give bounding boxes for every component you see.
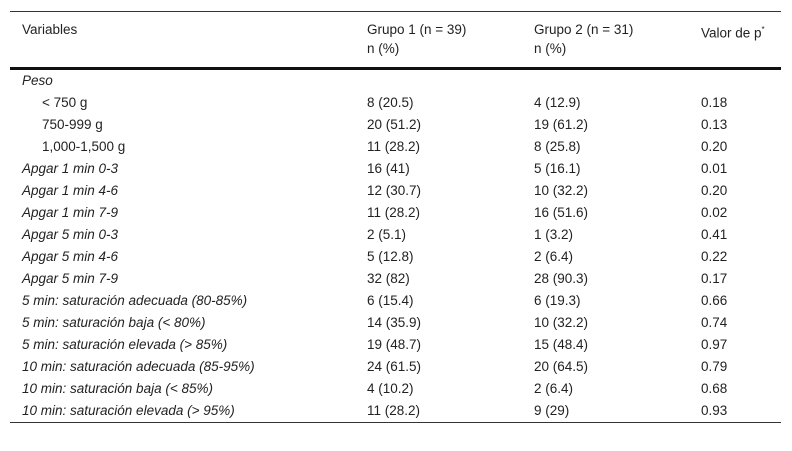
table-row: Apgar 5 min 7-9 32 (82) 28 (90.3) 0.17	[10, 268, 781, 290]
table-row: 5 min: saturación adecuada (80-85%) 6 (15…	[10, 290, 781, 312]
cell-g1: 19 (48.7)	[367, 337, 422, 352]
table-row: 1,000-1,500 g 11 (28.2) 8 (25.8) 0.20	[10, 136, 781, 158]
table-row: 10 min: saturación baja (< 85%) 4 (10.2) 2…	[10, 378, 781, 400]
cell-g2: 2 (6.4)	[534, 381, 574, 396]
cell-p: 0.02	[701, 205, 728, 220]
cell-g2: 19 (61.2)	[534, 117, 589, 132]
cell-g2: 8 (25.8)	[534, 139, 581, 154]
table-row: Apgar 5 min 0-3 2 (5.1) 1 (3.2) 0.41	[10, 224, 781, 246]
cell-p: 0.41	[701, 227, 728, 242]
header-group2: Grupo 2 (n = 31) n (%)	[522, 12, 689, 69]
header-group1-text: Grupo 1 (n = 39)	[367, 22, 467, 37]
cell-g1	[355, 69, 522, 93]
cell-g1: 24 (61.5)	[367, 359, 422, 374]
cell-label: Apgar 5 min 7-9	[22, 271, 119, 286]
table-row: Apgar 1 min 7-9 11 (28.2) 16 (51.6) 0.02	[10, 202, 781, 224]
cell-g2: 9 (29)	[534, 403, 570, 418]
cell-label: 750-999 g	[42, 117, 103, 132]
cell-g1: 11 (28.2)	[367, 403, 421, 418]
cell-label: 1,000-1,500 g	[42, 139, 126, 154]
cell-label: Apgar 5 min 4-6	[22, 249, 119, 264]
table-row: 5 min: saturación elevada (> 85%) 19 (48.…	[10, 334, 781, 356]
cell-p: 0.68	[701, 381, 728, 396]
cell-g1: 11 (28.2)	[367, 139, 421, 154]
cell-g1: 11 (28.2)	[367, 205, 421, 220]
header-group2-sub: n (%)	[534, 41, 567, 56]
cell-label: Apgar 1 min 4-6	[22, 183, 119, 198]
header-variables: Variables	[10, 12, 355, 69]
cell-g1: 4 (10.2)	[367, 381, 414, 396]
table-row: Apgar 1 min 0-3 16 (41) 5 (16.1) 0.01	[10, 158, 781, 180]
cell-label: Apgar 1 min 7-9	[22, 205, 119, 220]
table-row: Apgar 1 min 4-6 12 (30.7) 10 (32.2) 0.20	[10, 180, 781, 202]
cell-g2: 20 (64.5)	[534, 359, 589, 374]
cell-p: 0.17	[701, 271, 728, 286]
cell-label: 10 min: saturación elevada (> 95%)	[22, 403, 235, 418]
header-group1-sub: n (%)	[367, 41, 400, 56]
header-variables-text: Variables	[22, 22, 78, 37]
cell-label: Apgar 5 min 0-3	[22, 227, 119, 242]
cell-g1: 12 (30.7)	[367, 183, 422, 198]
cell-p: 0.66	[701, 293, 728, 308]
cell-label: 5 min: saturación baja (< 80%)	[22, 315, 206, 330]
results-table: Variables Grupo 1 (n = 39) n (%) Grupo 2 …	[10, 11, 781, 423]
table-body: Peso < 750 g 8 (20.5) 4 (12.9) 0.18 750-999 g…	[10, 69, 781, 423]
cell-p: 0.22	[701, 249, 728, 264]
header-pvalue: Valor de p*	[689, 12, 781, 69]
cell-p: 0.20	[701, 183, 728, 198]
cell-g1: 14 (35.9)	[367, 315, 422, 330]
cell-label: Apgar 1 min 0-3	[22, 161, 119, 176]
table-row: Apgar 5 min 4-6 5 (12.8) 2 (6.4) 0.22	[10, 246, 781, 268]
cell-g1: 16 (41)	[367, 161, 410, 176]
cell-g2: 15 (48.4)	[534, 337, 589, 352]
cell-g2: 5 (16.1)	[534, 161, 581, 176]
header-pvalue-footnote: *	[761, 25, 765, 34]
header-row: Variables Grupo 1 (n = 39) n (%) Grupo 2 …	[10, 11, 781, 69]
header-group1: Grupo 1 (n = 39) n (%)	[355, 12, 522, 69]
cell-p: 0.20	[701, 139, 728, 154]
cell-g2: 4 (12.9)	[534, 95, 581, 110]
table-row: 10 min: saturación elevada (> 95%) 11 (28…	[10, 400, 781, 423]
cell-p: 0.01	[701, 161, 728, 176]
cell-p: 0.79	[701, 359, 728, 374]
cell-g1: 8 (20.5)	[367, 95, 414, 110]
table-row: 5 min: saturación baja (< 80%) 14 (35.9) 1…	[10, 312, 781, 334]
cell-p: 0.18	[701, 95, 728, 110]
cell-label: 10 min: saturación adecuada (85-95%)	[22, 359, 255, 374]
cell-g2: 16 (51.6)	[534, 205, 589, 220]
cell-g1: 2 (5.1)	[367, 227, 407, 242]
header-pvalue-text: Valor de p	[701, 25, 762, 41]
table-row: 10 min: saturación adecuada (85-95%) 24 (…	[10, 356, 781, 378]
cell-g2: 1 (3.2)	[534, 227, 574, 242]
cell-g2: 6 (19.3)	[534, 293, 581, 308]
cell-p: 0.93	[701, 403, 728, 418]
cell-g1: 32 (82)	[367, 271, 410, 286]
table-row: < 750 g 8 (20.5) 4 (12.9) 0.18	[10, 92, 781, 114]
table-row: 750-999 g 20 (51.2) 19 (61.2) 0.13	[10, 114, 781, 136]
cell-g2: 2 (6.4)	[534, 249, 574, 264]
table-row: Peso	[10, 69, 781, 93]
cell-p: 0.74	[701, 315, 728, 330]
cell-g2: 10 (32.2)	[534, 315, 589, 330]
cell-g2: 10 (32.2)	[534, 183, 589, 198]
cell-g1: 6 (15.4)	[367, 293, 414, 308]
cell-label: 5 min: saturación adecuada (80-85%)	[22, 293, 248, 308]
header-group2-text: Grupo 2 (n = 31)	[534, 22, 634, 37]
cell-p: 0.97	[701, 337, 728, 352]
cell-g2	[522, 69, 689, 93]
cell-g1: 20 (51.2)	[367, 117, 422, 132]
cell-label: 5 min: saturación elevada (> 85%)	[22, 337, 228, 352]
cell-label: < 750 g	[42, 95, 88, 110]
cell-p	[689, 69, 781, 93]
cell-label: 10 min: saturación baja (< 85%)	[22, 381, 213, 396]
cell-g1: 5 (12.8)	[367, 249, 414, 264]
cell-p: 0.13	[701, 117, 728, 132]
cell-label: Peso	[22, 73, 53, 88]
cell-g2: 28 (90.3)	[534, 271, 589, 286]
